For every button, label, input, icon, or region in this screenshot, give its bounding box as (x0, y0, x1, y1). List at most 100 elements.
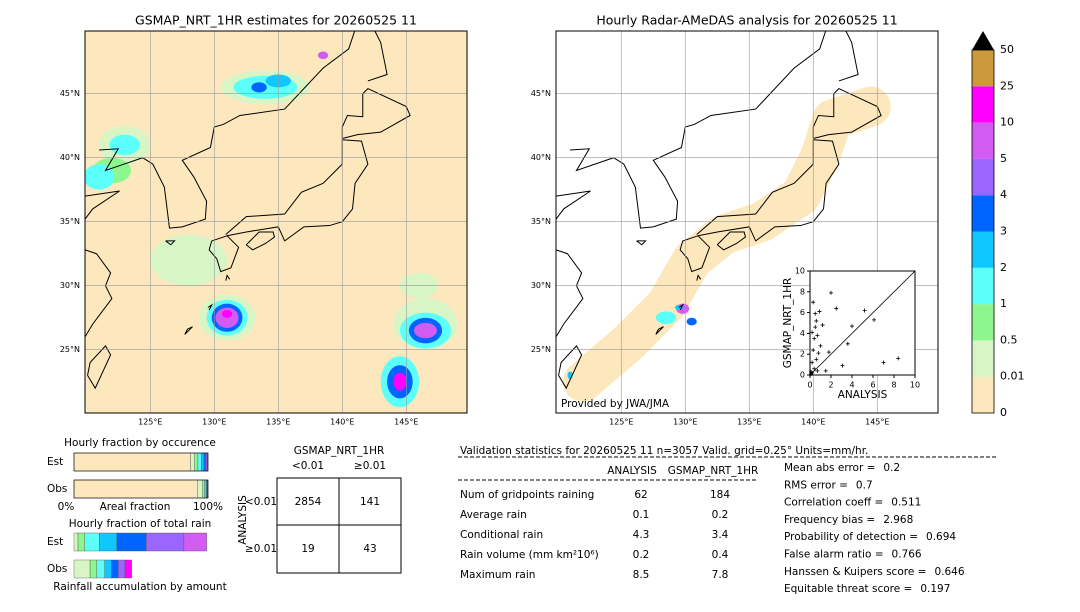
scatter-point (823, 368, 828, 373)
lon-label: 140°E (801, 418, 825, 427)
fraction-segment (190, 452, 195, 472)
x-tick-label: 4 (849, 381, 854, 390)
lon-label: 140°E (330, 418, 354, 427)
score-value: 0.646 (934, 566, 964, 578)
stat-name: Conditional rain (460, 529, 543, 541)
coastline (341, 87, 411, 140)
fraction-segment (84, 532, 100, 552)
stat-name: Rain volume (mm km²10⁶) (460, 549, 599, 561)
row-label: Obs (47, 483, 67, 495)
colorbar-extend (972, 31, 994, 50)
coastline (678, 303, 685, 311)
colorbar-label: 0.5 (1000, 333, 1018, 346)
score-value: 0.2 (883, 462, 900, 474)
scatter-point (872, 317, 877, 322)
coastline (85, 190, 120, 220)
lon-label: 135°E (737, 418, 761, 427)
stat-value: 0.4 (712, 549, 729, 561)
y-tick-label: 8 (800, 287, 805, 296)
lat-label: 30°N (60, 281, 80, 290)
lat-label: 45°N (531, 89, 551, 98)
y-tick-label: 0 (800, 371, 805, 380)
rain-area (413, 322, 438, 339)
scatter-point (811, 300, 816, 305)
coastline (184, 326, 193, 335)
scatter-point (826, 350, 831, 355)
score: Hanssen & Kuipers score = 0.646 (784, 566, 965, 578)
score: Mean abs error = 0.2 (784, 462, 900, 474)
scatter-point (817, 309, 822, 314)
x-tick-label: 6 (870, 381, 875, 390)
score-name: Correlation coeff = (784, 497, 883, 509)
colorbar-frame (971, 49, 995, 414)
diagonal (809, 270, 916, 376)
fraction-segment (197, 452, 202, 472)
scatter-point (815, 333, 820, 338)
stat-value: 0.1 (633, 509, 650, 521)
lon-label: 125°E (609, 418, 633, 427)
fraction-segment (204, 479, 207, 499)
stat-name: Num of gridpoints raining (460, 489, 594, 501)
colorbar-label: 50 (1000, 43, 1014, 56)
scatter-point (816, 351, 821, 356)
stat-name: Maximum rain (460, 569, 535, 581)
fraction-segment (205, 452, 208, 472)
rain-area (150, 234, 228, 286)
x-tick-label: 0 (807, 381, 812, 390)
fraction-segment (111, 559, 119, 579)
fraction-segment (203, 452, 206, 472)
scatter-point (810, 360, 815, 365)
coastline (165, 240, 176, 246)
row-label: Est (47, 536, 63, 548)
scatter-point (813, 325, 818, 330)
coastline (245, 231, 276, 251)
bar-frame (73, 452, 209, 472)
coastline (655, 326, 664, 335)
scatter-point (834, 306, 839, 311)
map-frame (84, 30, 468, 414)
rain-area (251, 82, 267, 93)
colorbar-segment (972, 340, 994, 377)
validation-heading: Validation statistics for 20260525 11 n=… (460, 445, 868, 457)
y-tick-label: 4 (800, 329, 805, 338)
scatter-point (815, 368, 820, 373)
rain-area (686, 317, 697, 326)
scatter-point (896, 356, 901, 361)
fraction-segment (202, 479, 205, 499)
fraction-segment (89, 559, 97, 579)
colorbar-segment (972, 158, 994, 196)
fraction-segment (118, 559, 126, 579)
score-name: Equitable threat score = (784, 583, 912, 595)
score: Correlation coeff = 0.511 (784, 497, 921, 509)
colorbar-label: 3 (1000, 225, 1007, 238)
score-value: 0.7 (856, 479, 873, 491)
stat-value: 4.3 (633, 529, 650, 541)
fraction-segment (104, 559, 112, 579)
fraction-segment (96, 559, 106, 579)
row-label: Obs (47, 563, 67, 575)
lat-label: 40°N (531, 153, 551, 162)
colorbar-label: 10 (1000, 116, 1014, 129)
lat-label: 35°N (531, 217, 551, 226)
map-frame (555, 30, 939, 414)
coastline (636, 240, 647, 246)
fraction-segment (201, 452, 205, 472)
stat-value: 8.5 (633, 569, 650, 581)
score: Equitable threat score = 0.197 (784, 583, 950, 595)
stat-value: 0.2 (712, 509, 729, 521)
lon-label: 135°E (266, 418, 290, 427)
score-name: Mean abs error = (784, 462, 875, 474)
score-value: 2.968 (883, 514, 913, 526)
scatter-point (820, 323, 825, 328)
scatter-point (818, 343, 823, 348)
colorbar-label: 2 (1000, 261, 1007, 274)
axis-right: 100% (193, 501, 223, 513)
total-rain-title: Hourly fraction of total rain (69, 518, 212, 530)
fraction-segment (194, 452, 199, 472)
colorbar-segment (972, 231, 994, 268)
scatter-point (850, 324, 854, 329)
fraction-segment (183, 532, 207, 552)
score: False alarm ratio = 0.766 (784, 549, 922, 561)
scatter-point (810, 370, 815, 375)
lat-label: 40°N (60, 153, 80, 162)
